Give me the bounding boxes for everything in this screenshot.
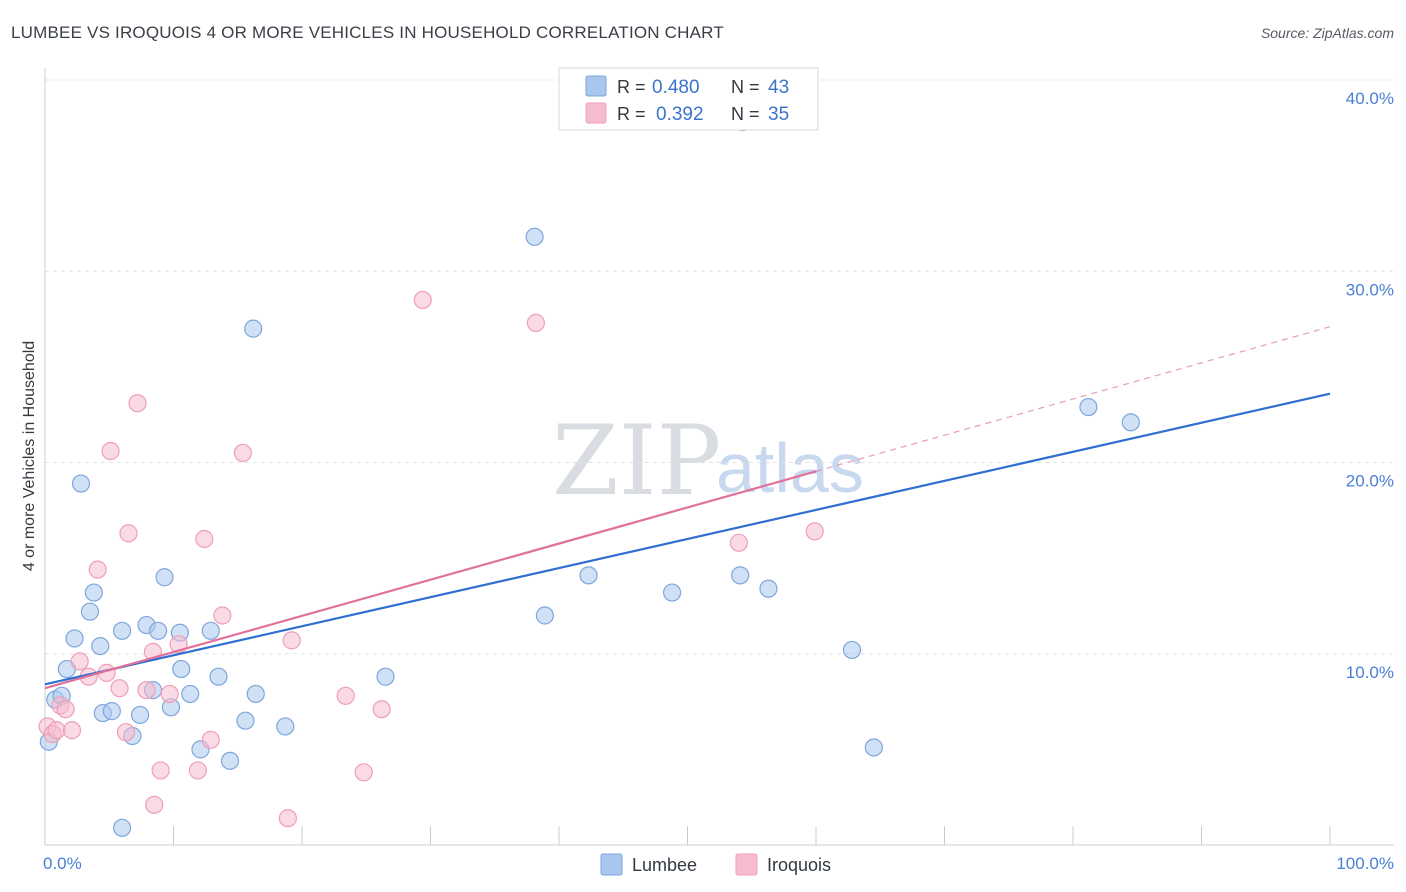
point-lumbee-36: [759, 579, 778, 598]
watermark-zip: ZIP: [552, 405, 721, 517]
legend-n-value-lumbee: 43: [768, 77, 789, 98]
point-lumbee-24: [209, 667, 228, 686]
point-iroquois-26: [278, 809, 297, 828]
y-tick-label-30: 30.0%: [1346, 280, 1394, 299]
chart-title: LUMBEE VS IROQUOIS 4 OR MORE VEHICLES IN…: [11, 23, 724, 42]
trend-line-iroquois: [44, 470, 817, 690]
watermark: ZIP atlas: [552, 405, 864, 517]
point-lumbee-4: [65, 629, 84, 648]
point-lumbee-35: [731, 566, 750, 585]
point-lumbee-11: [112, 621, 132, 640]
x-ticks: [44, 826, 1331, 845]
legend-n-value-iroquois: 35: [768, 104, 789, 125]
point-iroquois-32: [526, 313, 545, 332]
point-iroquois-27: [282, 631, 301, 650]
trend-line-iroquois-extrapolated: [815, 326, 1331, 472]
point-iroquois-15: [137, 680, 156, 700]
point-iroquois-13: [119, 524, 138, 543]
point-lumbee-5: [71, 474, 91, 493]
point-lumbee-34: [662, 583, 682, 602]
point-lumbee-6: [80, 602, 100, 621]
legend-swatch-iroquois: [585, 102, 607, 124]
legend-swatch-lumbee: [585, 75, 607, 97]
point-iroquois-19: [160, 684, 179, 704]
bottom-legend-swatch-iroquois: [735, 853, 758, 876]
point-iroquois-24: [213, 606, 232, 625]
point-iroquois-2: [47, 721, 66, 740]
point-lumbee-23: [201, 621, 220, 640]
legend-n-prefix-lumbee: N =: [731, 77, 760, 97]
point-iroquois-21: [188, 761, 208, 780]
point-lumbee-16: [148, 621, 168, 640]
point-iroquois-23: [201, 730, 220, 749]
legend-n-prefix-iroquois: N =: [731, 104, 760, 124]
point-iroquois-14: [128, 394, 147, 413]
point-lumbee-13: [130, 705, 150, 725]
legend-r-prefix-iroquois: R =: [617, 104, 646, 124]
point-iroquois-11: [110, 679, 129, 698]
point-iroquois-33: [729, 533, 749, 552]
point-lumbee-42: [112, 818, 132, 837]
point-iroquois-30: [372, 700, 391, 719]
point-iroquois-18: [151, 761, 170, 780]
point-iroquois-12: [116, 723, 136, 742]
point-lumbee-7: [84, 583, 103, 602]
top-legend: R = 0.480 N = 43 R = 0.392 N = 35: [558, 67, 819, 131]
point-lumbee-30: [376, 667, 395, 686]
bottom-legend-swatch-lumbee: [600, 853, 623, 876]
point-lumbee-8: [91, 636, 110, 656]
point-iroquois-28: [336, 686, 355, 705]
point-lumbee-32: [535, 606, 554, 625]
watermark-atlas: atlas: [716, 429, 864, 507]
point-iroquois-25: [233, 443, 252, 463]
point-iroquois-17: [145, 795, 164, 814]
point-iroquois-34: [805, 522, 824, 541]
point-lumbee-20: [172, 659, 191, 679]
x-tick-label-min: 0.0%: [43, 854, 82, 873]
x-tick-label-max: 100.0%: [1336, 854, 1394, 873]
point-lumbee-27: [246, 684, 265, 704]
point-lumbee-25: [220, 751, 240, 770]
point-lumbee-38: [842, 640, 862, 660]
point-iroquois-10: [101, 441, 120, 461]
point-lumbee-33: [579, 566, 598, 585]
point-lumbee-41: [1121, 413, 1140, 432]
point-iroquois-4: [56, 700, 75, 719]
point-lumbee-21: [181, 684, 200, 704]
point-lumbee-39: [864, 738, 883, 757]
bottom-legend-label-lumbee: Lumbee: [632, 855, 697, 875]
point-iroquois-29: [354, 763, 373, 782]
point-iroquois-5: [62, 721, 82, 740]
legend-r-prefix-lumbee: R =: [617, 77, 646, 97]
bottom-legend: Lumbee Iroquois: [600, 853, 831, 876]
point-iroquois-22: [195, 529, 214, 549]
trend-line-lumbee: [44, 392, 1331, 686]
point-lumbee-40: [1079, 397, 1098, 417]
point-lumbee-10: [102, 702, 121, 721]
axes: [44, 68, 1394, 846]
point-iroquois-6: [70, 652, 89, 671]
point-iroquois-31: [413, 290, 432, 310]
point-iroquois-8: [88, 560, 107, 579]
point-lumbee-29: [276, 717, 295, 736]
y-tick-label-20: 20.0%: [1346, 472, 1394, 491]
point-lumbee-31: [525, 227, 544, 246]
chart-source: Source: ZipAtlas.com: [1261, 25, 1394, 41]
scatter-points: [38, 112, 1140, 837]
point-lumbee-28: [244, 319, 263, 338]
legend-r-value-lumbee: 0.480: [652, 77, 700, 98]
point-lumbee-26: [236, 711, 255, 730]
y-tick-labels: 10.0% 20.0% 30.0% 40.0%: [1346, 89, 1394, 682]
trend-lines: [44, 326, 1331, 690]
gridlines: [45, 79, 1394, 655]
bottom-legend-label-iroquois: Iroquois: [767, 855, 831, 875]
y-axis-label: 4 or more Vehicles in Household: [21, 341, 38, 571]
legend-r-value-iroquois: 0.392: [656, 104, 704, 125]
y-tick-label-10: 10.0%: [1346, 663, 1394, 682]
y-tick-label-40: 40.0%: [1346, 89, 1394, 108]
point-lumbee-17: [155, 568, 174, 587]
